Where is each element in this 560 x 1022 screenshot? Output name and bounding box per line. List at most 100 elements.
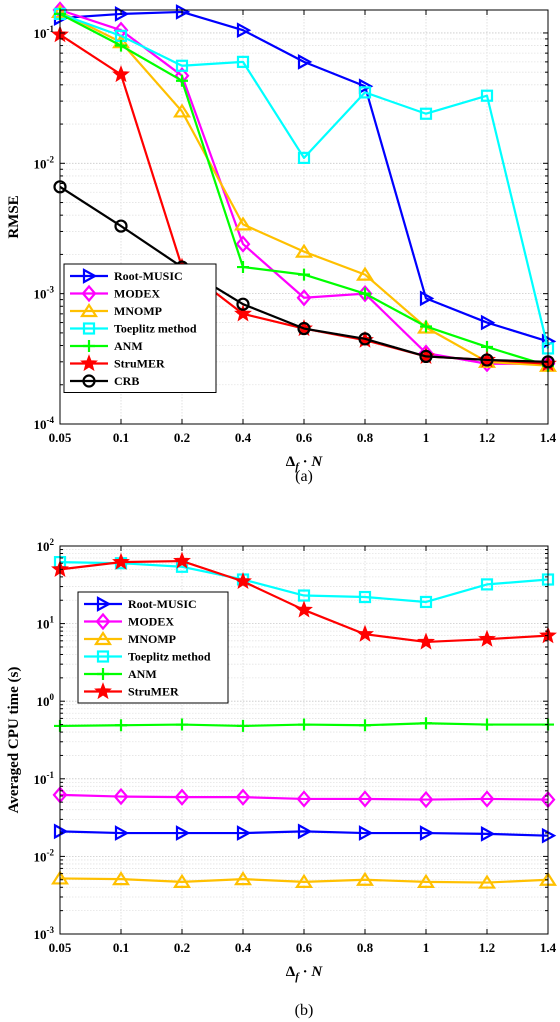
y-tick-label: 100 xyxy=(37,692,55,709)
data-point-anm xyxy=(420,717,432,730)
y-tick-label: 10-2 xyxy=(34,847,55,864)
legend-marker xyxy=(95,612,111,631)
data-point-root-music xyxy=(236,825,252,841)
data-point-mnomp xyxy=(233,216,253,231)
y-axis-label: RMSE xyxy=(6,195,22,238)
x-tick-label: 1.2 xyxy=(479,430,495,445)
legend-marker xyxy=(96,650,110,663)
legend-marker xyxy=(93,630,113,646)
legend-entry-modex: MODEX xyxy=(84,612,174,631)
data-point-anm xyxy=(298,268,310,281)
data-point-root-music xyxy=(358,825,374,841)
data-point-root-music xyxy=(358,78,374,95)
legend-entry-anm: ANM xyxy=(84,667,157,681)
data-point-strumer xyxy=(295,600,313,618)
legend-label: Toeplitz method xyxy=(114,322,197,336)
data-point-root-music xyxy=(297,54,313,70)
data-point-modex xyxy=(296,790,312,808)
data-point-root-music xyxy=(297,823,313,840)
data-point-toeplitz-method xyxy=(419,595,433,609)
data-point-anm xyxy=(237,719,249,732)
x-tick-label: 0.8 xyxy=(357,430,374,445)
legend-marker xyxy=(82,268,98,284)
y-tick-label: 10-1 xyxy=(34,770,55,787)
legend-marker xyxy=(83,340,95,352)
data-point-anm xyxy=(176,718,188,731)
data-point-root-music xyxy=(480,314,496,331)
x-tick-label: 0.05 xyxy=(49,430,72,445)
legend-marker xyxy=(79,302,99,318)
legend-marker xyxy=(82,322,96,335)
legend-marker xyxy=(96,596,112,612)
series-line-mnomp xyxy=(59,877,549,884)
legend-box xyxy=(77,591,229,704)
data-point-modex xyxy=(479,790,495,808)
x-tick-label: 1.4 xyxy=(540,940,557,955)
data-point-crb xyxy=(236,297,250,311)
data-point-crb xyxy=(297,321,311,336)
figure-caption: (a) xyxy=(295,468,313,485)
series-line-root-music xyxy=(59,830,549,837)
x-tick-label: 0.05 xyxy=(49,940,72,955)
x-tick-label: 0.2 xyxy=(174,430,190,445)
legend-label: ANM xyxy=(114,339,143,353)
data-point-strumer xyxy=(173,551,191,569)
data-point-strumer xyxy=(112,65,130,83)
data-point-anm xyxy=(481,718,493,731)
y-tick-label: 10-3 xyxy=(34,925,55,942)
data-point-toeplitz-method xyxy=(419,107,433,120)
legend-marker xyxy=(82,374,96,388)
y-tick-label: 102 xyxy=(37,537,55,554)
legend-entry-toeplitz-method: Toeplitz method xyxy=(84,650,211,664)
data-point-anm xyxy=(420,320,432,333)
data-point-toeplitz-method xyxy=(236,55,250,68)
data-point-anm xyxy=(359,287,371,300)
legend-label: CRB xyxy=(114,374,139,388)
data-point-crb xyxy=(480,353,494,367)
chart-a: 0.05 0.1 0.2 0.4 0.6 0.8 1 1.2 1.4 10-1 10-2 10-3 10… xyxy=(6,1,558,485)
legend-label: MODEX xyxy=(114,287,160,301)
x-tick-label: 0.1 xyxy=(113,940,129,955)
x-axis-label: Δf · N xyxy=(286,964,324,983)
legend-label: MNOMP xyxy=(114,304,162,318)
data-point-toeplitz-method xyxy=(480,89,494,102)
data-point-modex xyxy=(235,235,251,253)
legend-entry-strumer: StruMER xyxy=(70,354,165,372)
legend-label: Root-MUSIC xyxy=(114,269,183,283)
x-tick-label: 0.2 xyxy=(174,940,190,955)
data-point-mnomp xyxy=(172,873,192,888)
data-point-crb xyxy=(358,332,372,346)
data-point-toeplitz-method xyxy=(358,590,372,604)
legend: Root-MUSIC MODEX MNOMP Toeplitz method ANM St… xyxy=(63,263,217,393)
data-point-strumer xyxy=(417,632,435,650)
data-point-crb xyxy=(419,349,433,364)
x-tick-label: 1.4 xyxy=(540,430,557,445)
y-axis-label: Averaged CPU time (s) xyxy=(6,667,22,814)
series-root-music xyxy=(53,823,557,844)
series-mnomp xyxy=(50,870,558,889)
legend-entry-crb: CRB xyxy=(70,374,139,388)
data-point-mnomp xyxy=(477,874,497,889)
legend-marker xyxy=(80,354,98,372)
legend-label: Root-MUSIC xyxy=(128,597,197,611)
data-point-anm xyxy=(359,719,371,732)
chart-b: 0.05 0.1 0.2 0.4 0.6 0.8 1 1.2 1.4 102 101 100 10-1 1… xyxy=(6,537,558,1019)
data-point-mnomp xyxy=(416,873,436,888)
x-tick-label: 0.4 xyxy=(235,430,252,445)
series-line-modex xyxy=(59,793,549,801)
data-point-strumer xyxy=(112,552,130,570)
x-tick-label: 1.2 xyxy=(479,940,495,955)
legend-entry-toeplitz-method: Toeplitz method xyxy=(70,322,197,336)
data-point-toeplitz-method xyxy=(175,59,189,72)
y-tick-label: 10-1 xyxy=(34,24,55,41)
data-point-mnomp xyxy=(172,103,192,118)
series-line-crb xyxy=(59,185,549,363)
data-point-mnomp xyxy=(294,243,314,258)
data-point-root-music xyxy=(114,825,130,841)
series-line-toeplitz-method xyxy=(59,12,550,349)
legend-label: StruMER xyxy=(128,685,179,699)
legend-entry-mnomp: MNOMP xyxy=(70,302,162,318)
data-point-modex xyxy=(113,787,129,806)
series-line-root-music xyxy=(59,10,549,343)
